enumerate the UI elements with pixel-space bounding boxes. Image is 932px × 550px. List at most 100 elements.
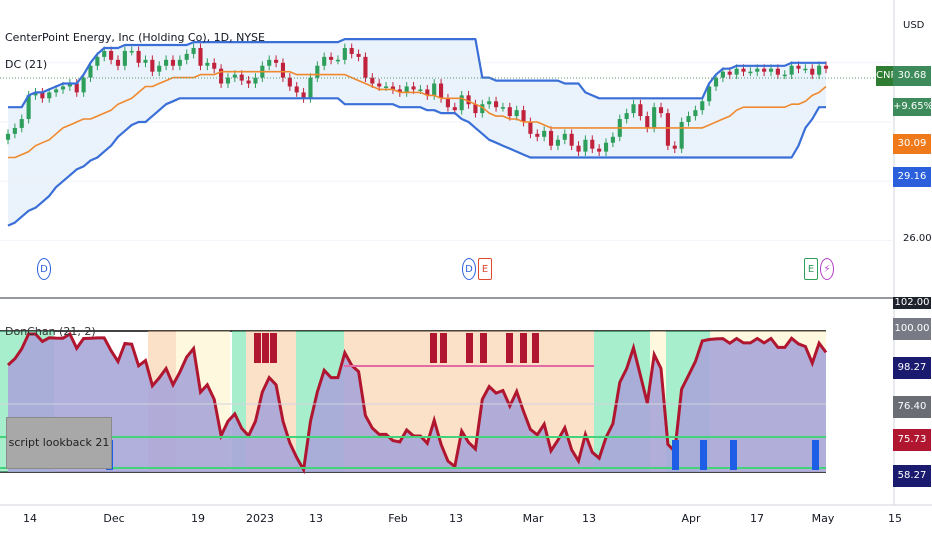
candle [67,79,72,91]
candle [19,114,24,133]
candle [170,55,176,71]
dividend-event-icon[interactable]: D [462,258,476,280]
basis-line [8,70,827,159]
candle-body [748,71,753,74]
candle-body [40,92,45,99]
candle [445,93,450,112]
candle [150,55,155,77]
candle-body [720,71,725,78]
signal-marker-blue [730,440,737,470]
candle [638,99,643,121]
candle-body [219,68,224,84]
candle-body [150,59,155,72]
candle-body [432,83,437,96]
candle-body [810,68,815,75]
candle-body [177,59,182,66]
candle [493,96,499,112]
earnings-event-icon[interactable]: E [478,258,492,280]
candle [569,129,574,151]
candle-body [528,122,533,134]
candle-body [67,83,72,87]
band-area [8,39,826,226]
time-tick: 17 [750,512,764,525]
candle-body [329,56,334,60]
candle-body [480,104,485,114]
candle-body [727,71,732,75]
candle-body [603,142,609,152]
candle-body [803,68,808,71]
candle-body [280,62,286,78]
candle [548,126,554,151]
candle-body [384,86,389,88]
indicator-label[interactable]: DC (21) [5,58,48,71]
candle [679,117,684,154]
candle [590,135,595,154]
candle-body [645,116,650,128]
candle-body [548,130,554,146]
price-gridlines [0,62,894,241]
signal-marker-blue [672,440,679,470]
candle-body [47,92,52,99]
time-tick: 13 [449,512,463,525]
candle-body [796,65,801,69]
candle-body [700,101,705,111]
candle [404,82,409,97]
candle [342,43,347,65]
candle-body [741,68,746,72]
candle [157,61,162,77]
candle-body [775,68,780,75]
earnings-event-icon[interactable]: E [804,258,818,280]
candle [397,85,402,97]
symbol-badge[interactable]: CNP [876,66,897,86]
candle-body [54,89,59,93]
candle-body [60,86,66,90]
candle [184,49,189,65]
basis-tag: 30.09 [893,134,931,154]
candle-body [404,86,409,93]
candle-body [555,139,560,146]
candle-body [184,53,189,60]
candle-body [274,59,279,63]
time-tick: 19 [191,512,205,525]
candle-body [762,68,767,72]
candle-body [267,59,272,66]
lower-indicator-label[interactable]: DonChan (21, 2) [5,325,96,338]
candle [535,129,540,142]
upper-band-line [8,38,826,109]
candle [500,102,505,112]
split-event-icon[interactable]: ⚡ [820,258,834,280]
signal-marker-red [520,333,527,363]
dividend-event-icon[interactable]: D [37,258,51,280]
candle [329,52,334,65]
candle-body [817,65,822,75]
candle [487,96,492,109]
candle [122,46,127,71]
time-tick: May [811,512,835,525]
candle [363,52,368,83]
candle-body [102,50,107,57]
candle-body [693,110,698,117]
candle-body [466,95,471,105]
candle-body [823,65,829,69]
candle-body [115,59,121,66]
candle [693,105,698,121]
candle-body [308,77,313,99]
candle [253,73,258,88]
candle-body [370,77,375,84]
candle [294,82,299,97]
candle [555,135,560,151]
candle-body [335,59,341,62]
time-tick: Dec [103,512,125,525]
candle [267,55,272,71]
candle [658,102,664,118]
candle [700,96,705,115]
candle-body [707,86,712,102]
candle-body [658,107,664,114]
candle [198,43,203,71]
candle [459,90,464,115]
candle-body [624,113,629,120]
signal-marker-red [262,333,269,363]
candle-body [301,92,306,99]
candle [109,46,114,65]
candle-body [225,77,231,84]
